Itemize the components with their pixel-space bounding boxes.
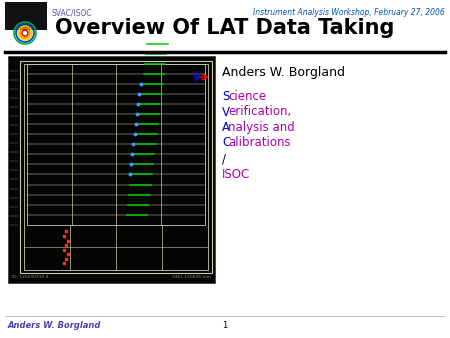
Bar xyxy=(20,61,212,273)
Text: V: V xyxy=(222,105,230,119)
Text: SVAC/ISOC: SVAC/ISOC xyxy=(52,8,93,17)
Text: alibrations: alibrations xyxy=(228,137,291,149)
Text: ID: 125600319.4: ID: 125600319.4 xyxy=(12,275,49,279)
Bar xyxy=(27,64,205,225)
Bar xyxy=(24,64,208,270)
Bar xyxy=(8,56,215,283)
Text: Overview Of LAT Data Taking: Overview Of LAT Data Taking xyxy=(55,18,395,38)
Text: nalysis and: nalysis and xyxy=(228,121,295,134)
Text: Instrument Analysis Workshop, February 27, 2006: Instrument Analysis Workshop, February 2… xyxy=(253,8,445,17)
Text: Anders W. Borgland: Anders W. Borgland xyxy=(222,66,345,79)
Bar xyxy=(5,2,47,30)
Text: C: C xyxy=(222,137,230,149)
Text: /: / xyxy=(222,152,226,165)
Text: S: S xyxy=(222,90,230,103)
Text: 2461 150635 mm: 2461 150635 mm xyxy=(172,275,211,279)
Text: cience: cience xyxy=(228,90,266,103)
Text: 1: 1 xyxy=(222,321,228,330)
Text: erification,: erification, xyxy=(228,105,291,119)
Text: Anders W. Borgland: Anders W. Borgland xyxy=(8,321,101,330)
Text: ISOC: ISOC xyxy=(222,168,250,180)
Text: A: A xyxy=(222,121,230,134)
